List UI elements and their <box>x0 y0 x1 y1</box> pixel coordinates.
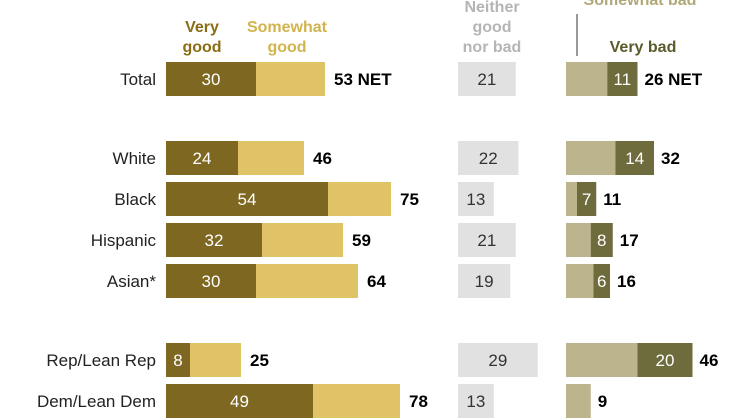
label-bad-net: 26 NET <box>645 70 703 89</box>
label-very-good: 49 <box>230 392 249 411</box>
label-good-net: 75 <box>400 190 419 209</box>
bar-somewhat-bad <box>566 62 608 96</box>
label-very-bad: 6 <box>597 272 606 291</box>
label-bad-net: 11 <box>603 190 621 209</box>
bar-very-good <box>166 141 238 175</box>
label-good-net: 53 NET <box>334 70 392 89</box>
bar-neither <box>458 223 516 257</box>
label-bad-net: 46 <box>700 351 719 370</box>
legend-somewhat-good: Somewhat good <box>247 19 328 56</box>
bar-somewhat-bad <box>566 223 591 257</box>
legend-headers: Very good Somewhat good Neither good nor bad… <box>182 0 696 56</box>
label-bad-net: 9 <box>598 392 607 411</box>
label-good-net: 64 <box>367 272 386 291</box>
label-very-good: 32 <box>205 231 224 250</box>
category-label: Total <box>120 70 156 89</box>
label-neither: 22 <box>479 149 498 168</box>
label-bad-net: 17 <box>620 231 639 250</box>
label-neither: 29 <box>488 351 507 370</box>
legend-very-good: Very good <box>182 19 221 56</box>
label-good-net: 25 <box>250 351 269 370</box>
bar-very-good <box>166 223 262 257</box>
bar-somewhat-good <box>238 141 304 175</box>
legend-somewhat-bad: Somewhat bad <box>584 0 697 9</box>
label-very-good: 54 <box>238 190 257 209</box>
category-label: White <box>113 149 156 168</box>
row-rep-lean-rep: Rep/Lean Rep 8 25 29 20 46 <box>46 343 718 377</box>
bar-very-good <box>166 384 313 418</box>
row-asian: Asian* 30 64 19 6 16 <box>107 264 636 298</box>
bar-very-bad <box>593 264 610 298</box>
label-very-bad: 20 <box>656 351 675 370</box>
row-dem-lean-dem: Dem/Lean Dem 49 78 13 9 <box>37 384 607 418</box>
label-neither: 13 <box>466 190 485 209</box>
bar-very-bad <box>590 223 613 257</box>
bar-somewhat-bad <box>566 264 594 298</box>
bar-somewhat-good <box>190 343 241 377</box>
label-good-net: 59 <box>352 231 371 250</box>
label-very-bad: 7 <box>582 190 591 209</box>
bar-very-bad <box>577 182 597 216</box>
bar-somewhat-bad <box>566 182 577 216</box>
category-label: Asian* <box>107 272 157 291</box>
label-neither: 13 <box>466 392 485 411</box>
bar-very-bad <box>637 343 693 377</box>
bar-neither <box>458 182 494 216</box>
category-label: Rep/Lean Rep <box>46 351 156 370</box>
label-neither: 19 <box>475 272 494 291</box>
category-label: Black <box>114 190 156 209</box>
row-total: Total 30 53 NET 21 11 26 NET <box>120 62 703 96</box>
bar-very-good <box>166 343 190 377</box>
label-neither: 21 <box>477 231 496 250</box>
row-hispanic: Hispanic 32 59 21 8 17 <box>91 223 639 257</box>
label-very-good: 8 <box>173 351 182 370</box>
bar-neither <box>458 343 538 377</box>
bar-neither <box>458 384 494 418</box>
bar-somewhat-bad <box>566 384 591 418</box>
label-good-net: 46 <box>313 149 332 168</box>
bar-very-good <box>166 62 256 96</box>
bar-somewhat-bad <box>566 343 638 377</box>
bar-very-good <box>166 182 328 216</box>
bar-very-bad <box>607 62 638 96</box>
label-very-good: 30 <box>202 70 221 89</box>
label-very-bad: 8 <box>597 231 606 250</box>
label-very-good: 30 <box>202 272 221 291</box>
category-label: Dem/Lean Dem <box>37 392 156 411</box>
legend-very-bad: Very bad <box>610 39 677 56</box>
bar-neither <box>458 264 511 298</box>
category-label: Hispanic <box>91 231 157 250</box>
bar-neither <box>458 141 519 175</box>
bar-neither <box>458 62 516 96</box>
bar-very-bad <box>615 141 654 175</box>
row-black: Black 54 75 13 7 11 <box>114 182 621 216</box>
label-very-bad: 14 <box>625 149 644 168</box>
label-very-bad: 11 <box>614 70 632 89</box>
bar-somewhat-bad <box>566 141 616 175</box>
label-bad-net: 32 <box>661 149 680 168</box>
label-good-net: 78 <box>409 392 428 411</box>
bar-somewhat-good <box>256 62 325 96</box>
label-neither: 21 <box>477 70 496 89</box>
label-very-good: 24 <box>193 149 212 168</box>
bar-somewhat-good <box>328 182 391 216</box>
chart-rows: Total 30 53 NET 21 11 26 NET White 24 46 22 14 32 Bl… <box>37 62 718 418</box>
bar-somewhat-good <box>313 384 400 418</box>
bar-somewhat-good <box>262 223 343 257</box>
bar-very-good <box>166 264 256 298</box>
bar-somewhat-good <box>256 264 358 298</box>
legend-neither: Neither good nor bad <box>463 0 522 56</box>
label-bad-net: 16 <box>617 272 636 291</box>
row-white: White 24 46 22 14 32 <box>113 141 680 175</box>
